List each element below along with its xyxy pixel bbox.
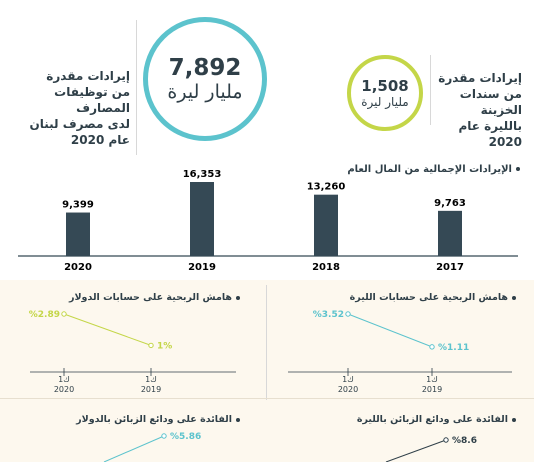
- big-value-circle: 7,892 مليار ليرة: [143, 17, 267, 141]
- point-value-label: 1%: [157, 341, 172, 351]
- bullet-dot: [236, 295, 240, 300]
- big-unit: مليار ليرة: [167, 81, 243, 103]
- big-value: 7,892: [168, 55, 242, 81]
- panel-title-text: الفائدة على ودائع الزبائن بالليرة: [356, 414, 508, 425]
- data-point: [429, 344, 435, 350]
- small-value-circle: 1,508 مليار ليرة: [347, 55, 423, 131]
- point-value-label: %8.6: [452, 436, 477, 446]
- panel-title-text: هامش الربحية على حسابات الليرة: [349, 292, 508, 303]
- panel-title-text: هامش الربحية على حسابات الدولار: [69, 292, 232, 303]
- bar-chart: 9,399 2020 16,353 2019 13,260 2018 9,763 2017: [18, 169, 518, 273]
- data-point: [443, 437, 449, 443]
- data-point: [148, 342, 154, 349]
- header-divider: [136, 20, 137, 155]
- series-line: [347, 313, 433, 348]
- lira-deposits-chart: %8.6: [385, 436, 477, 462]
- bar-value-label: 16,353: [183, 169, 222, 180]
- data-point: [161, 433, 167, 439]
- x-tick-label-month: ك1: [342, 375, 354, 384]
- x-tick-label-month: ك1: [58, 375, 70, 384]
- panel-title-dollar-margin: هامش الربحية على حسابات الدولار: [40, 292, 240, 303]
- bar-chart-title-text: الإيرادات الإجمالية من المال العام: [347, 164, 512, 175]
- bar-value-label: 9,763: [434, 198, 466, 209]
- bar-2020: [66, 212, 90, 256]
- series-line: [63, 313, 152, 346]
- left-header-line: عام 2020: [70, 133, 130, 147]
- x-tick-label-year: 2019: [422, 385, 442, 394]
- dollar-deposits-chart: %5.86: [103, 432, 201, 462]
- panel-h-divider: [0, 398, 534, 399]
- right-header-line: بالليرة عام 2020: [458, 119, 522, 149]
- right-header-line: من سندات الخزينة: [459, 87, 522, 117]
- panel-divider: [266, 285, 267, 400]
- x-tick-label-year: 2020: [338, 385, 358, 394]
- bar-category-label: 2017: [436, 262, 464, 273]
- x-tick-label-month: ك1: [426, 375, 438, 384]
- bar-category-label: 2018: [312, 262, 340, 273]
- point-value-label: %3.52: [313, 310, 344, 320]
- lower-panels-background: [0, 280, 534, 462]
- data-point: [345, 311, 351, 317]
- bar-value-label: 9,399: [62, 200, 94, 211]
- bullet-dot: [516, 167, 520, 171]
- bar-category-label: 2019: [188, 262, 216, 273]
- x-tick-label-year: 2020: [54, 385, 74, 394]
- bullet-dot: [512, 417, 516, 422]
- left-header-line: لدى مصرف لبنان: [29, 117, 131, 131]
- small-unit: مليار ليرة: [361, 95, 409, 109]
- bar-2017: [438, 210, 462, 256]
- bullet-dot: [236, 417, 240, 422]
- bar-chart-title: الإيرادات الإجمالية من المال العام: [220, 164, 520, 175]
- panel-title-text: الفائدة على ودائع الزبائن بالدولار: [76, 414, 232, 425]
- x-tick-label-month: ك1: [145, 375, 157, 384]
- point-value-label: %5.86: [170, 432, 201, 442]
- left-header-line: إيرادات مقدرة: [46, 69, 130, 83]
- bar-category-label: 2020: [64, 262, 92, 273]
- right-header-line: إيرادات مقدرة: [438, 71, 522, 85]
- panel-title-lira-deposits: الفائدة على ودائع الزبائن بالليرة: [300, 414, 516, 425]
- small-value: 1,508: [361, 77, 409, 95]
- bar-2018: [314, 194, 338, 256]
- point-value-label: %1.11: [438, 343, 469, 353]
- x-tick-label-year: 2019: [141, 385, 161, 394]
- series-line: [103, 435, 165, 462]
- left-header-line: من توظيفات المصارف: [54, 85, 130, 115]
- left-header-text: إيرادات مقدرة من توظيفات المصارف لدى مصر…: [26, 68, 131, 148]
- right-header-text: إيرادات مقدرة من سندات الخزينة بالليرة ع…: [436, 70, 522, 150]
- bar-value-label: 13,260: [307, 182, 346, 193]
- bullet-dot: [512, 295, 516, 300]
- header-divider: [430, 55, 431, 125]
- panel-title-dollar-deposits: الفائدة على ودائع الزبائن بالدولار: [40, 414, 240, 425]
- series-line: [385, 439, 447, 462]
- data-point: [61, 311, 67, 317]
- bar-2019: [190, 182, 214, 256]
- panel-title-lira-margin: هامش الربحية على حسابات الليرة: [300, 292, 516, 303]
- point-value-label: %2.89: [29, 310, 60, 320]
